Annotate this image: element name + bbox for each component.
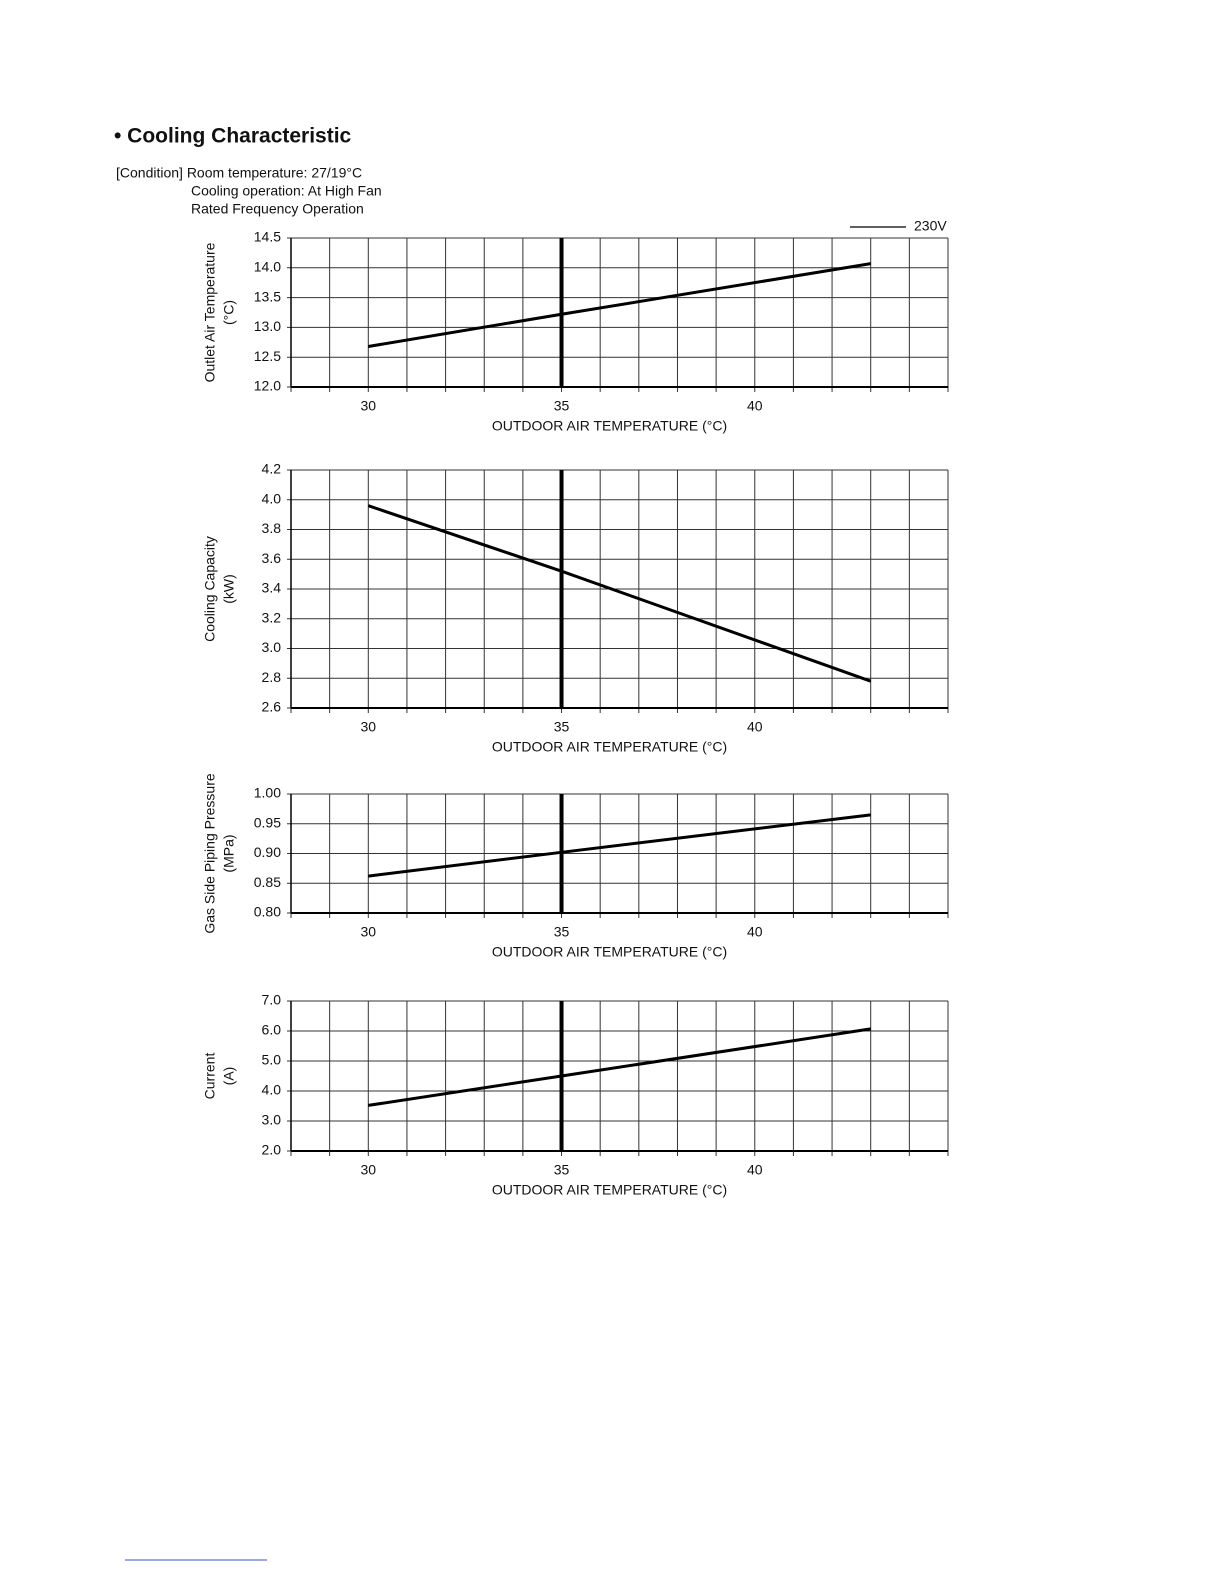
- x-tick-label: 30: [361, 719, 377, 735]
- condition: Cooling operation: At High Fan: [191, 183, 382, 199]
- y-tick-label: 3.4: [262, 580, 282, 596]
- y-tick-label: 13.5: [254, 288, 281, 304]
- y-axis-label: (kW): [221, 574, 237, 604]
- y-tick-label: 14.0: [254, 259, 281, 275]
- y-axis-label: (°C): [221, 300, 237, 325]
- y-tick-label: 0.80: [254, 904, 281, 920]
- data-line: [367, 504, 872, 683]
- y-tick-label: 0.90: [254, 844, 281, 860]
- y-axis-label: (MPa): [221, 834, 237, 872]
- y-tick-label: 7.0: [262, 992, 282, 1008]
- y-tick-label: 3.6: [262, 550, 282, 566]
- y-tick-label: 4.0: [262, 1082, 282, 1098]
- y-tick-label: 14.5: [254, 229, 281, 245]
- y-tick-label: 0.95: [254, 814, 281, 830]
- y-tick-label: 2.8: [262, 669, 282, 685]
- y-tick-label: 4.0: [262, 490, 282, 506]
- x-tick-label: 30: [361, 398, 377, 414]
- data-line: [368, 1027, 871, 1107]
- x-axis-label: OUTDOOR AIR TEMPERATURE (°C): [492, 1182, 727, 1198]
- x-tick-label: 30: [361, 1162, 377, 1178]
- y-tick-label: 13.0: [254, 318, 281, 334]
- y-axis-label: Gas Side Piping Pressure: [202, 773, 218, 934]
- x-axis-label: OUTDOOR AIR TEMPERATURE (°C): [492, 739, 727, 755]
- y-tick-label: 3.0: [262, 639, 282, 655]
- x-axis-label: OUTDOOR AIR TEMPERATURE (°C): [492, 418, 727, 434]
- y-tick-label: 4.2: [262, 461, 282, 477]
- title: • Cooling Characteristic: [114, 125, 352, 148]
- y-tick-label: 12.5: [254, 348, 281, 364]
- y-tick-label: 2.0: [262, 1142, 282, 1158]
- y-tick-label: 1.00: [254, 785, 281, 801]
- condition: Rated Frequency Operation: [191, 201, 364, 217]
- y-axis-label: Outlet Air Temperature: [202, 242, 218, 382]
- legend-label: 230V: [914, 218, 947, 234]
- x-tick-label: 35: [554, 398, 570, 414]
- y-tick-label: 6.0: [262, 1022, 282, 1038]
- y-tick-label: 3.0: [262, 1112, 282, 1128]
- x-tick-label: 40: [747, 719, 763, 735]
- y-tick-label: 12.0: [254, 378, 281, 394]
- x-tick-label: 35: [554, 719, 570, 735]
- y-tick-label: 3.8: [262, 520, 282, 536]
- x-tick-label: 35: [554, 924, 570, 940]
- x-tick-label: 30: [361, 924, 377, 940]
- data-line: [368, 262, 871, 348]
- y-tick-label: 0.85: [254, 874, 281, 890]
- x-axis-label: OUTDOOR AIR TEMPERATURE (°C): [492, 944, 727, 960]
- y-tick-label: 3.2: [262, 609, 282, 625]
- y-axis-label: Cooling Capacity: [202, 536, 218, 642]
- x-tick-label: 40: [747, 924, 763, 940]
- condition: [Condition] Room temperature: 27/19°C: [116, 165, 362, 181]
- y-axis-label: Current: [202, 1053, 218, 1100]
- data-line: [368, 813, 871, 878]
- x-tick-label: 35: [554, 1162, 570, 1178]
- x-tick-label: 40: [747, 1162, 763, 1178]
- y-tick-label: 5.0: [262, 1052, 282, 1068]
- x-tick-label: 40: [747, 398, 763, 414]
- y-tick-label: 2.6: [262, 699, 282, 715]
- y-axis-label: (A): [221, 1067, 237, 1086]
